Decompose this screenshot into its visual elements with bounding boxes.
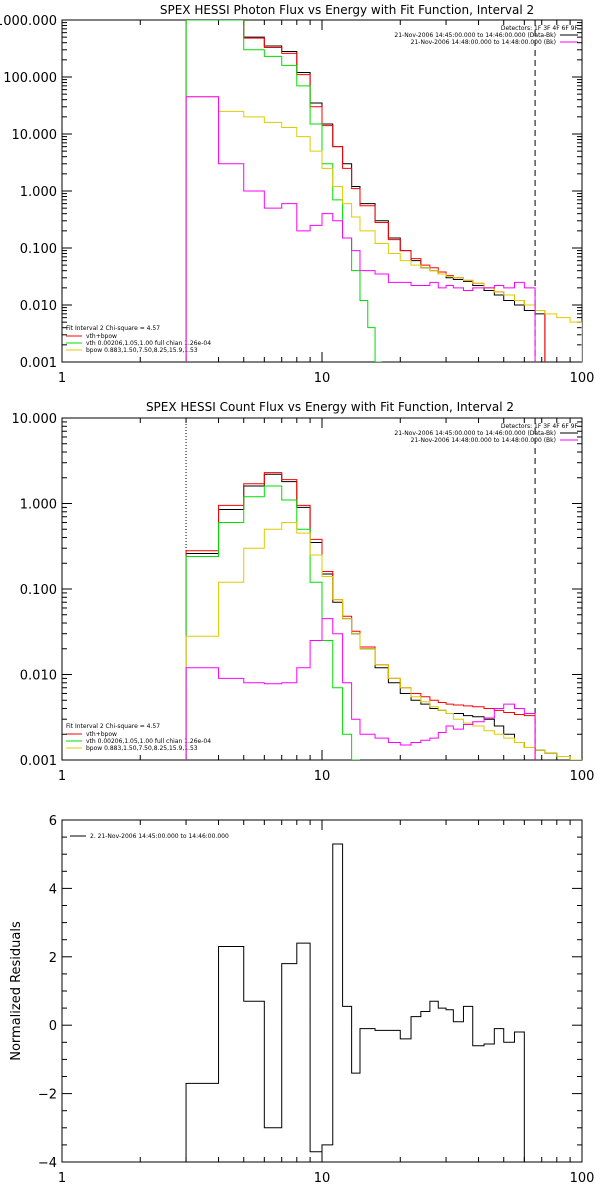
count-flux-series-bk <box>185 618 536 760</box>
count-flux-x-tick-label: 1 <box>58 769 66 784</box>
photon-flux-legend-data: 21-Nov-2006 14:45:00.000 to 14:46:00.000… <box>394 32 556 39</box>
residuals-x-tick-label: 10 <box>314 1171 331 1186</box>
count-flux-y-tick-label: 1.000 <box>20 498 57 513</box>
count-flux-series-vth <box>185 485 360 760</box>
photon-flux-x-tick-label: 1 <box>58 371 66 386</box>
photon-flux-y-tick-label: 1.000 <box>20 185 57 200</box>
count-flux-panel: SPEX HESSI Count Flux vs Energy with Fit… <box>12 400 595 784</box>
residuals-plot-area <box>61 819 583 1163</box>
residuals-y-axis-label: Normalized Residuals <box>9 921 24 1061</box>
count-flux-x-tick-label: 100 <box>570 769 595 784</box>
photon-flux-panel: SPEX HESSI Photon Flux vs Energy with Fi… <box>0 3 594 386</box>
residuals-y-tick-label: −4 <box>38 1156 57 1171</box>
count-flux-legend-total: vth+bpow <box>86 731 117 738</box>
count-flux-y-tick-label: 10.000 <box>12 412 58 427</box>
residuals-y-tick-label: 0 <box>49 1019 57 1034</box>
count-flux-y-tick-label: 0.001 <box>20 754 57 769</box>
count-flux-fit-header: Fit Interval 2 Chi-square = 4.57 <box>66 723 160 730</box>
photon-flux-legend-bpow: bpow 0.883,1.50,7.50,8.25,15.9,1.53 <box>86 347 198 354</box>
photon-flux-series-bpow <box>185 96 582 362</box>
photon-flux-y-tick-label: 1000.000 <box>0 14 57 29</box>
count-flux-legend-data: 21-Nov-2006 14:45:00.000 to 14:46:00.000… <box>394 430 556 437</box>
residuals-y-tick-label: 4 <box>49 882 57 897</box>
residuals-x-tick-label: 1 <box>58 1171 66 1186</box>
residuals-y-tick-label: 6 <box>49 814 57 829</box>
photon-flux-x-tick-label: 100 <box>570 371 595 386</box>
residuals-x-tick-label: 100 <box>570 1171 595 1186</box>
count-flux-legend-bk: 21-Nov-2006 14:48:00.000 to 14:48:00.000… <box>411 437 556 444</box>
photon-flux-x-tick-label: 10 <box>314 371 331 386</box>
photon-flux-legend-vth: vth 0.00206,1.05,1.00 full chian 1.26e-0… <box>86 340 211 347</box>
photon-flux-series-total <box>185 20 546 362</box>
photon-flux-series-bk <box>185 96 536 362</box>
count-flux-legend-bpow: bpow 0.883,1.50,7.50,8.25,15.9,1.53 <box>86 745 198 752</box>
photon-flux-plot-area <box>61 19 583 363</box>
count-flux-legend-vth: vth 0.00206,1.05,1.00 full chian 1.26e-0… <box>86 738 211 745</box>
residuals-legend: 2. 21-Nov-2006 14:45:00.000 to 14:46:00.… <box>90 833 229 840</box>
photon-flux-legend-total: vth+bpow <box>86 333 117 340</box>
count-flux-series-bpow <box>185 521 582 760</box>
count-flux-detectors-label: Detectors: 1F 3F 4F 6F 9F <box>501 423 579 430</box>
photon-flux-title: SPEX HESSI Photon Flux vs Energy with Fi… <box>160 3 534 17</box>
photon-flux-y-tick-label: 100.000 <box>3 71 57 86</box>
residuals-panel: Normalized Residuals 2. 21-Nov-2006 14:4… <box>9 814 594 1186</box>
photon-flux-y-tick-label: 10.000 <box>12 128 58 143</box>
count-flux-x-tick-label: 10 <box>314 769 331 784</box>
residuals-y-tick-label: −2 <box>38 1088 57 1103</box>
residuals-y-tick-label: 2 <box>49 951 57 966</box>
photon-flux-series-data <box>185 20 546 362</box>
count-flux-series-data <box>185 473 582 760</box>
count-flux-y-tick-label: 0.100 <box>20 583 57 598</box>
photon-flux-detectors-label: Detectors: 1F 3F 4F 6F 9F <box>501 25 579 32</box>
photon-flux-series-vth <box>185 20 382 362</box>
count-flux-title: SPEX HESSI Count Flux vs Energy with Fit… <box>146 400 514 414</box>
photon-flux-fit-header: Fit Interval 2 Chi-square = 4.57 <box>66 325 160 332</box>
photon-flux-y-tick-label: 0.100 <box>20 242 57 257</box>
photon-flux-legend-bk: 21-Nov-2006 14:48:00.000 to 14:48:00.000… <box>411 39 556 46</box>
photon-flux-y-tick-label: 0.010 <box>20 299 57 314</box>
photon-flux-y-tick-label: 0.001 <box>20 356 57 371</box>
count-flux-y-tick-label: 0.010 <box>20 669 57 684</box>
residuals-series-residuals <box>185 843 525 1162</box>
